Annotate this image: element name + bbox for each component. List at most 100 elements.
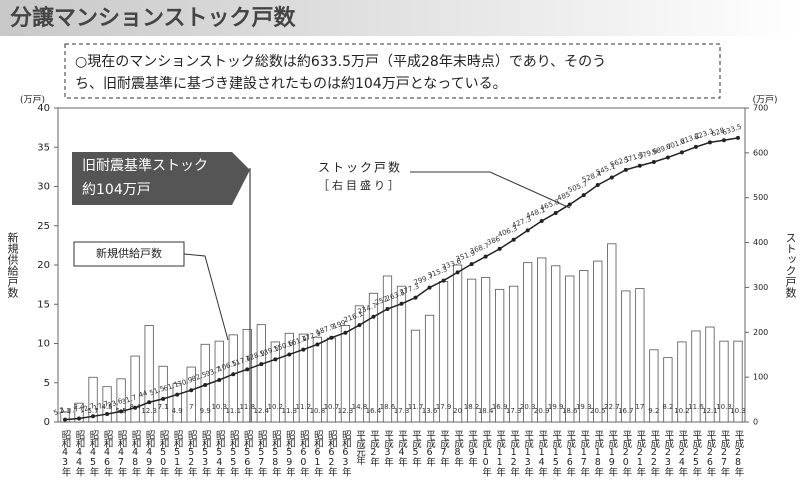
bar-value-label: 10.3	[730, 407, 746, 415]
bar	[452, 264, 463, 423]
bar	[677, 341, 687, 423]
stock-point	[189, 388, 194, 393]
bar	[579, 270, 589, 423]
bar	[242, 328, 252, 423]
y2-tick-label: 700	[753, 104, 768, 113]
x-tick-label: 昭和54年	[214, 430, 226, 477]
stock-point	[427, 285, 432, 290]
bar-value-label: 11.3	[282, 407, 298, 415]
bar	[410, 329, 421, 423]
bar	[158, 365, 168, 423]
x-tick-label: 昭和51年	[172, 430, 184, 477]
stock-point	[679, 150, 684, 155]
stock-point	[105, 412, 110, 417]
stock-point	[343, 330, 348, 335]
bar-value-label: 7.1	[158, 403, 169, 411]
bar-value-label: 12.3	[141, 407, 157, 415]
x-tick-label: 昭和57年	[256, 430, 268, 477]
x-tick-label: 平成24年	[676, 430, 688, 477]
x-tick-label: 平成25年	[690, 430, 702, 477]
stock-point	[217, 377, 222, 382]
bar	[593, 260, 603, 423]
y-tick-label: 40	[37, 103, 50, 114]
x-tick-label: 平成21年	[634, 430, 646, 477]
stock-point	[161, 396, 166, 401]
y-tick-label: 15	[37, 299, 50, 310]
x-tick-label: 平成19年	[606, 430, 618, 477]
stock-point	[609, 175, 614, 180]
bar-value-label: 18.6	[562, 407, 578, 415]
stock-point	[315, 342, 320, 347]
x-tick-label: 平成9年	[466, 430, 478, 467]
pointer	[183, 253, 229, 341]
summary-line: ○現在のマンションストック総数は約633.5万戸（平成28年末時点）であり、その…	[75, 54, 606, 70]
bar-value-label: 20.9	[534, 407, 550, 415]
stock-point	[385, 306, 390, 311]
bar	[256, 324, 266, 423]
x-tick-label: 平成28年	[732, 430, 744, 477]
bar-value-label: 10.7	[324, 403, 340, 411]
bar	[368, 292, 379, 423]
x-tick-label: 昭和52年	[186, 430, 198, 477]
bar-value-label: 4.5	[102, 403, 113, 411]
bar	[130, 355, 140, 423]
stock-point	[539, 218, 544, 223]
stock-point	[357, 323, 362, 328]
line-value-label: 44	[138, 389, 150, 400]
bar	[481, 277, 491, 423]
bar	[186, 366, 196, 423]
bar-value-label: 12.4	[253, 407, 269, 415]
bar	[382, 275, 393, 423]
line-value-label: 5.3	[52, 406, 65, 417]
stock-point	[525, 228, 530, 233]
chart-title: 分譲マンションストック戸数	[10, 5, 297, 31]
stock-point	[651, 160, 656, 165]
x-tick-label: 平成18年	[592, 430, 604, 477]
bar-value-label: 11.7	[408, 403, 424, 411]
stock-point	[413, 295, 418, 300]
y-tick-label: 0	[44, 417, 50, 428]
bar	[551, 265, 561, 423]
bar	[565, 275, 575, 423]
bar	[691, 330, 701, 423]
x-tick-label: 平成16年	[564, 430, 576, 477]
annotation: ［右目盛り］	[318, 178, 402, 192]
stock-point	[133, 405, 138, 410]
stock-point	[287, 352, 292, 357]
x-tick-label: 平成3年	[382, 430, 394, 467]
bar	[466, 278, 477, 423]
label-box	[73, 241, 185, 267]
bar-value-label: 18.4	[478, 407, 494, 415]
y-axis-label: 新規供給戸数	[6, 231, 19, 299]
y2-tick-label: 200	[753, 328, 768, 337]
summary-line: ち、旧耐震基準に基づき建設されたものは約104万戸となっている。	[75, 75, 507, 92]
bar	[354, 305, 365, 423]
stock-point	[455, 270, 460, 275]
y2-tick-label: 600	[753, 148, 768, 157]
stock-point	[231, 372, 236, 377]
stock-point	[623, 167, 628, 172]
stock-point	[637, 163, 642, 168]
bar-value-label: 10.3	[211, 403, 227, 411]
bar-value-label: 5.7	[87, 407, 98, 415]
bar-value-label: 12.3	[338, 407, 354, 415]
callout-text: 旧耐震基準ストック	[82, 157, 208, 174]
bar-value-label: 20	[453, 407, 462, 415]
stock-point	[245, 367, 250, 372]
y2-axis-label: ストック戸数	[784, 232, 797, 299]
bar-value-label: 16.7	[618, 407, 634, 415]
bar	[172, 383, 182, 423]
bar-value-label: 4.9	[172, 407, 183, 415]
bar	[298, 333, 308, 423]
y2-tick-label: 500	[753, 193, 768, 202]
bar-value-label: 17.9	[436, 403, 452, 411]
stock-point	[595, 182, 600, 187]
y2-tick-label: 300	[753, 283, 768, 292]
x-tick-label: 昭和61年	[312, 430, 324, 477]
pointer	[410, 171, 571, 209]
x-tick-label: 平成4年	[396, 430, 408, 467]
summary-box	[64, 43, 721, 99]
bar	[102, 386, 112, 423]
bar-value-label: 1.3	[59, 407, 70, 415]
stock-point	[175, 392, 180, 397]
